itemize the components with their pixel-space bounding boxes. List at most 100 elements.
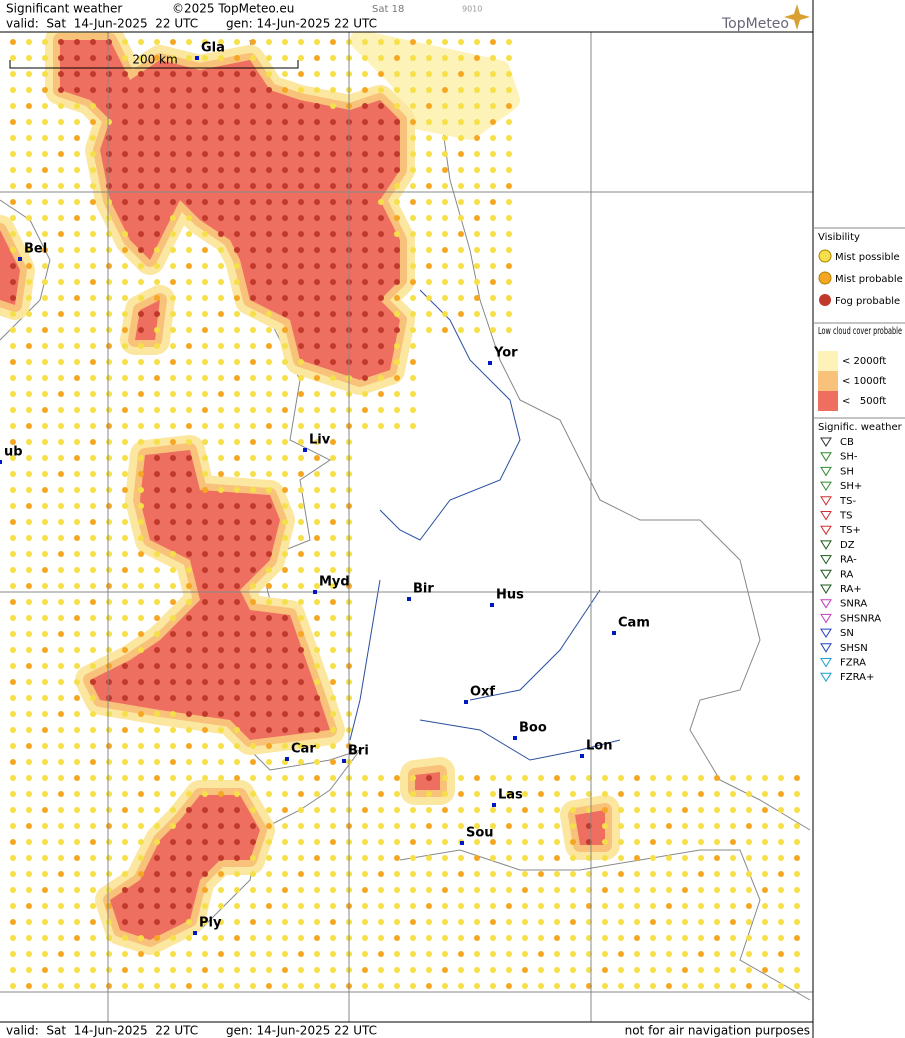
fog-symbol (314, 359, 320, 365)
mist-symbol (26, 87, 32, 93)
mist-symbol (298, 887, 304, 893)
mist-symbol (410, 423, 416, 429)
mist-symbol (58, 823, 64, 829)
mist-symbol (506, 199, 512, 205)
fog-symbol (298, 279, 304, 285)
mist-symbol (410, 887, 416, 893)
fog-symbol (154, 151, 160, 157)
fog-symbol (266, 711, 272, 717)
mist-symbol (330, 935, 336, 941)
mist-symbol (74, 887, 80, 893)
city-label: Sou (466, 826, 494, 841)
mist-symbol (26, 679, 32, 685)
mist-symbol (506, 839, 512, 845)
fog-symbol (218, 839, 224, 845)
mist-symbol (378, 55, 384, 61)
mist-symbol (170, 55, 176, 61)
mist-symbol (138, 391, 144, 397)
mist-symbol (330, 423, 336, 429)
mist-symbol (122, 583, 128, 589)
city-label: Hus (496, 588, 524, 603)
mist-symbol (778, 951, 784, 957)
mist-symbol (666, 967, 672, 973)
mist-symbol (314, 375, 320, 381)
mist-symbol (42, 167, 48, 173)
mist-symbol (314, 535, 320, 541)
fog-symbol (218, 583, 224, 589)
mist-symbol (490, 167, 496, 173)
fog-symbol (378, 295, 384, 301)
fog-symbol (186, 807, 192, 813)
mist-symbol (330, 903, 336, 909)
fog-symbol (218, 215, 224, 221)
fog-symbol (218, 103, 224, 109)
fog-symbol (186, 695, 192, 701)
mist-symbol (794, 807, 800, 813)
mist-symbol (394, 983, 400, 989)
mist-symbol (58, 903, 64, 909)
mist-symbol (682, 871, 688, 877)
legend-label: SH (840, 466, 854, 477)
mist-symbol (458, 791, 464, 797)
mist-symbol (170, 295, 176, 301)
mist-symbol (138, 55, 144, 61)
mist-symbol (138, 775, 144, 781)
mist-symbol (90, 247, 96, 253)
fog-symbol (202, 839, 208, 845)
fog-symbol (154, 487, 160, 493)
mist-symbol (314, 599, 320, 605)
mist-symbol (26, 295, 32, 301)
mist-symbol (458, 247, 464, 253)
mist-symbol (474, 135, 480, 141)
mist-symbol (634, 903, 640, 909)
mist-symbol (186, 215, 192, 221)
fog-symbol (330, 263, 336, 269)
mist-symbol (74, 295, 80, 301)
fog-symbol (234, 631, 240, 637)
mist-symbol (138, 791, 144, 797)
fog-symbol (154, 871, 160, 877)
fog-symbol (202, 647, 208, 653)
mist-symbol (490, 823, 496, 829)
mist-symbol (26, 855, 32, 861)
mist-symbol (522, 839, 528, 845)
mist-symbol (90, 663, 96, 669)
fog-symbol (122, 887, 128, 893)
mist-symbol (122, 247, 128, 253)
mist-symbol (330, 615, 336, 621)
mist-symbol (282, 583, 288, 589)
mist-symbol (330, 983, 336, 989)
mist-symbol (10, 135, 16, 141)
mist-symbol (314, 839, 320, 845)
mist-symbol (474, 295, 480, 301)
coastline (399, 849, 811, 1001)
legend-icon (820, 540, 832, 550)
mist-symbol (154, 439, 160, 445)
mist-symbol (154, 551, 160, 557)
mist-symbol (170, 951, 176, 957)
mist-symbol (106, 631, 112, 637)
fog-symbol (362, 247, 368, 253)
mist-symbol (170, 375, 176, 381)
fog-symbol (314, 119, 320, 125)
mist-symbol (106, 871, 112, 877)
fog-symbol (378, 151, 384, 157)
mist-symbol (442, 119, 448, 125)
mist-symbol (442, 983, 448, 989)
mist-symbol (26, 55, 32, 61)
mist-symbol (58, 983, 64, 989)
fog-symbol (298, 263, 304, 269)
mist-symbol (442, 775, 448, 781)
mist-symbol (10, 119, 16, 125)
mist-symbol (298, 359, 304, 365)
fog-symbol (378, 279, 384, 285)
fog-symbol (378, 119, 384, 125)
mist-symbol (506, 311, 512, 317)
mist-symbol (426, 199, 432, 205)
mist-symbol (234, 903, 240, 909)
mist-symbol (474, 935, 480, 941)
mist-symbol (10, 375, 16, 381)
mist-symbol (10, 407, 16, 413)
city-label: Boo (519, 721, 547, 736)
mist-symbol (234, 279, 240, 285)
